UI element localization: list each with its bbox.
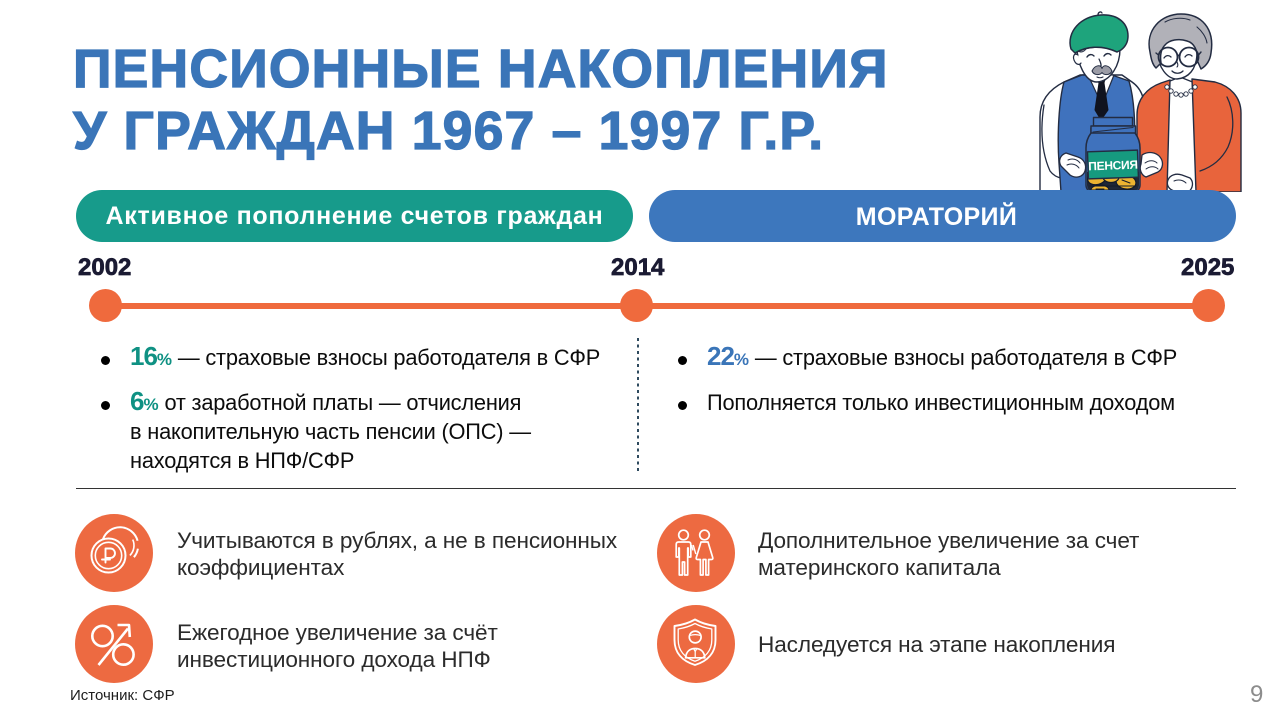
svg-text:ПЕНСИЯ: ПЕНСИЯ [1088, 158, 1138, 174]
